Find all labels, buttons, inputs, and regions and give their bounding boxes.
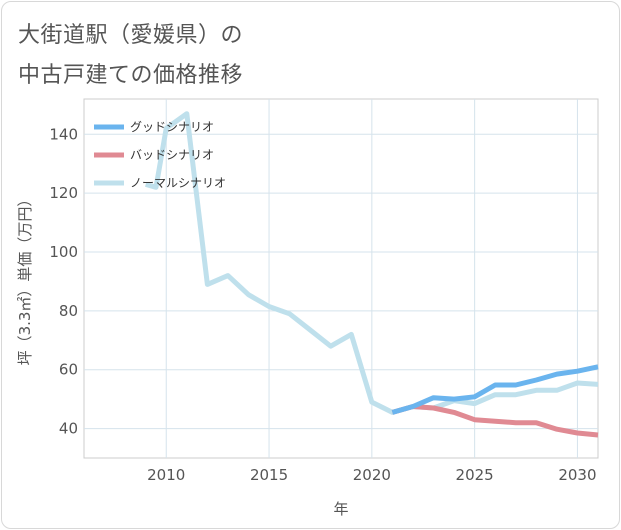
normal-scenario-line (145, 111, 599, 415)
good-scenario-line (391, 364, 599, 415)
y-axis-label: 坪（3.3㎡）単価（万円） (16, 192, 34, 366)
y-tick-label: 120 (49, 184, 78, 202)
y-tick-label: 40 (59, 420, 78, 438)
legend-normal-label: ノーマルシナリオ (130, 176, 226, 190)
legend-bad-label: バッドシナリオ (130, 148, 214, 162)
chart-title-line1: 大街道駅（愛媛県）の (18, 23, 244, 48)
x-axis-label: 年 (333, 500, 348, 518)
x-tick-label: 2020 (353, 466, 391, 484)
y-tick-label: 100 (49, 243, 78, 261)
bad-scenario-line (391, 404, 599, 438)
y-tick-label: 80 (59, 302, 78, 320)
x-tick-label: 2015 (250, 466, 288, 484)
y-tick-label: 140 (49, 125, 78, 143)
series-lines (145, 111, 599, 438)
x-tick-label: 2030 (558, 466, 596, 484)
x-tick-label: 2025 (456, 466, 494, 484)
plot-area (83, 98, 599, 459)
legend-good-label: グッドシナリオ (130, 120, 214, 134)
chart-title-line2: 中古戸建ての価格推移 (18, 63, 244, 88)
tick-labels: 2010 2015 2020 2025 2030 40 60 80 100 120 140 (49, 125, 596, 484)
x-tick-label: 2010 (147, 466, 185, 484)
y-tick-label: 60 (59, 361, 78, 379)
